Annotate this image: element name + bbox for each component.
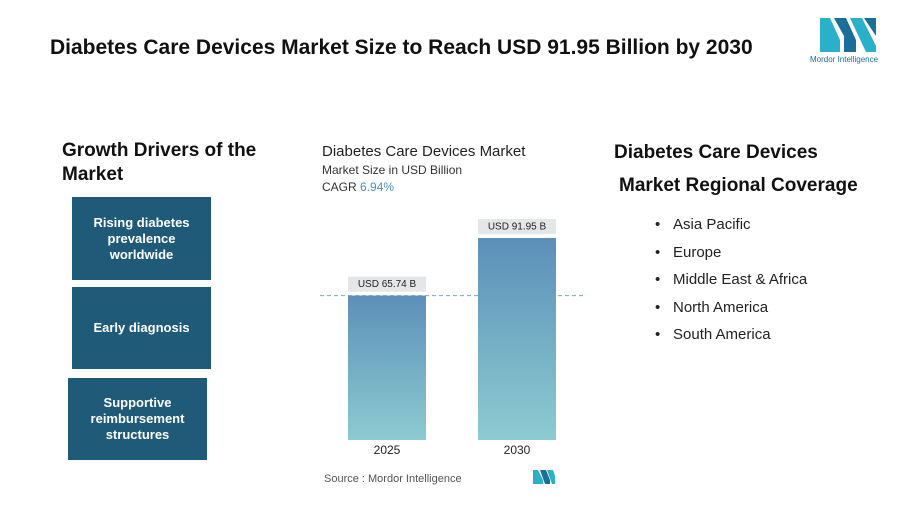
bullet: •	[655, 216, 661, 233]
bullet: •	[655, 243, 661, 261]
region-item: • Asia Pacific	[655, 216, 751, 233]
region-item: • North America	[655, 299, 768, 316]
x-tick-label: 2025	[374, 443, 401, 457]
region-name: North America	[673, 298, 769, 316]
value-label: USD 65.74 B	[358, 279, 417, 290]
source: Source : Mordor Intelligence	[324, 473, 462, 485]
driver-box: Early diagnosis	[72, 287, 211, 369]
chart: Diabetes Care Devices Market Market Size…	[320, 143, 585, 485]
region-name: Middle East & Africa	[673, 271, 808, 288]
value-label: USD 91.95 B	[488, 222, 547, 233]
drivers-heading: Growth Drivers of the Market	[62, 140, 257, 185]
small-logo	[533, 470, 555, 484]
chart-subtitle: Market Size in USD Billion	[322, 163, 462, 177]
driver-box: Supportive reimbursement structures	[68, 378, 207, 460]
value-label-bg	[478, 219, 556, 234]
region-name: South America	[673, 326, 771, 343]
cagr-label: CAGR	[322, 180, 357, 194]
x-tick-label: 2030	[504, 443, 531, 457]
bar	[348, 295, 426, 440]
page-title: Diabetes Care Devices Market Size to Rea…	[50, 36, 753, 59]
bullet: •	[655, 298, 661, 316]
cagr-value: 6.94%	[360, 180, 394, 194]
region-item: • Europe	[655, 244, 721, 261]
region-item: • South America	[655, 326, 771, 343]
regions-heading: Market Regional Coverage	[619, 175, 858, 196]
region-name: Asia Pacific	[673, 216, 751, 233]
region-item: • Middle East & Africa	[655, 271, 807, 288]
logo	[820, 18, 876, 52]
logo-text: Mordor Intelligence	[810, 55, 879, 64]
bullet: •	[655, 326, 661, 343]
bullet: •	[655, 271, 661, 288]
chart-title: Diabetes Care Devices Market	[322, 143, 526, 160]
cagr-label: CAGR 6.94%	[322, 180, 394, 194]
driver-box: Rising diabetes prevalence worldwide	[72, 197, 211, 280]
bar	[478, 238, 556, 440]
regions-heading: Diabetes Care Devices	[614, 142, 818, 163]
value-label-bg	[348, 276, 426, 292]
region-name: Europe	[673, 243, 722, 261]
